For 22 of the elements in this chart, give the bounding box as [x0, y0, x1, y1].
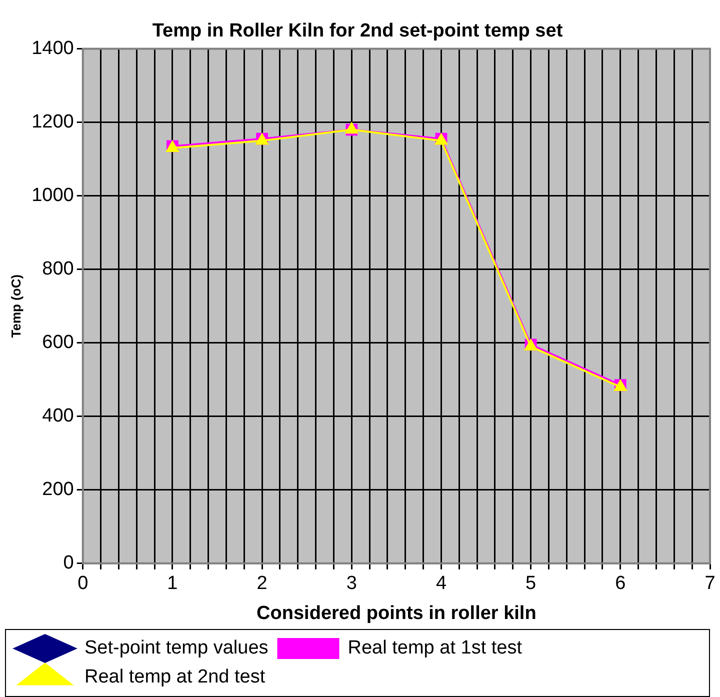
- x-tick-label: 3: [346, 573, 357, 594]
- x-axis-title: Considered points in roller kiln: [256, 602, 536, 624]
- x-tick-label: 6: [615, 573, 626, 594]
- x-tick-label: 7: [704, 573, 716, 594]
- x-tick-label: 2: [256, 573, 268, 594]
- x-tick-label: 0: [78, 573, 88, 594]
- y-tick-label: 1400: [32, 38, 74, 60]
- x-tick-label: 1: [167, 573, 178, 594]
- y-tick-label: 800: [42, 258, 74, 280]
- y-axis-title: Temp (oC): [8, 274, 24, 338]
- legend-label: Set-point temp values: [84, 638, 268, 659]
- y-tick-label: 600: [42, 332, 74, 354]
- chart-title: Temp in Roller Kiln for 2nd set-point temp set: [152, 20, 564, 42]
- legend-label: Real temp at 1st test: [348, 638, 523, 659]
- y-tick-label: 1200: [32, 112, 74, 133]
- legend-label: Real temp at 2nd test: [84, 666, 266, 688]
- y-tick-label: 0: [63, 552, 74, 574]
- y-tick-label: 1000: [32, 185, 74, 206]
- y-tick-label: 400: [42, 406, 74, 427]
- x-tick-label: 5: [526, 573, 536, 594]
- x-tick-label: 4: [436, 573, 447, 594]
- y-tick-label: 200: [42, 479, 74, 500]
